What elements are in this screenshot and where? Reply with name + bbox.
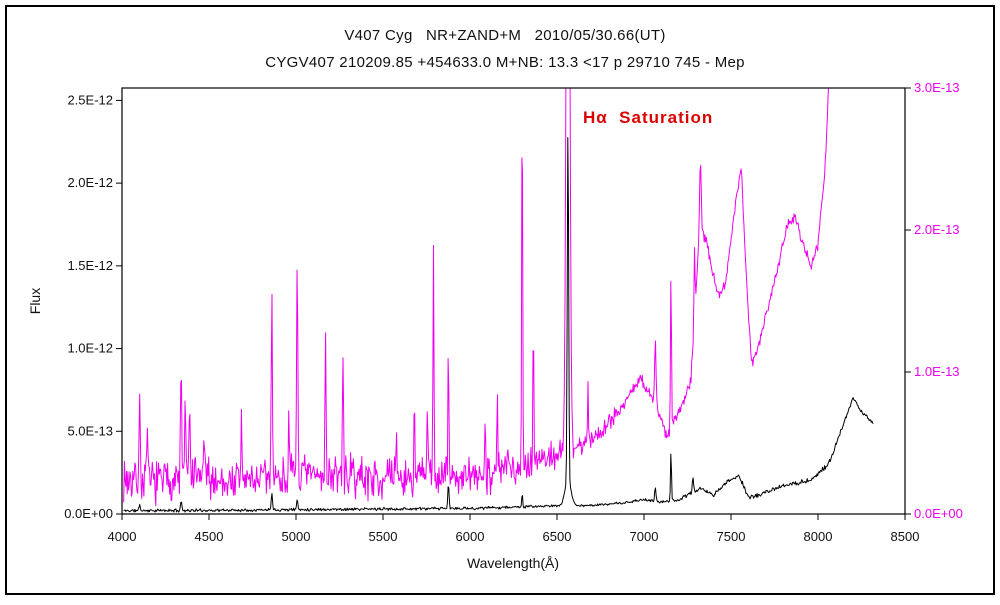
chart-title-line1: V407 Cyg NR+ZAND+M 2010/05/30.66(UT) bbox=[344, 27, 665, 44]
right-y-tick-label: 1.0E-13 bbox=[914, 364, 960, 379]
x-tick-label: 5000 bbox=[282, 529, 311, 544]
right-y-tick-label: 0.0E+00 bbox=[914, 506, 963, 521]
left-y-tick-label: 1.5E-12 bbox=[67, 258, 113, 273]
x-tick-label: 7500 bbox=[717, 529, 746, 544]
right-y-tick-label: 2.0E-13 bbox=[914, 222, 960, 237]
x-axis-label: Wavelength(Å) bbox=[467, 555, 559, 571]
x-tick-label: 5500 bbox=[369, 529, 398, 544]
x-tick-label: 8500 bbox=[891, 529, 920, 544]
left-y-tick-label: 0.0E+00 bbox=[64, 506, 113, 521]
x-tick-label: 6000 bbox=[456, 529, 485, 544]
x-tick-label: 8000 bbox=[804, 529, 833, 544]
x-tick-label: 4000 bbox=[108, 529, 137, 544]
left-y-tick-label: 1.0E-12 bbox=[67, 341, 113, 356]
magenta-spectrum-line bbox=[123, 88, 829, 507]
spectra-series bbox=[123, 88, 874, 513]
left-y-tick-label: 2.5E-12 bbox=[67, 92, 113, 107]
black-spectrum-line bbox=[123, 137, 874, 513]
figure-border bbox=[5, 5, 995, 595]
plot-frame bbox=[121, 87, 906, 515]
x-tick-label: 4500 bbox=[195, 529, 224, 544]
left-y-tick-label: 2.0E-12 bbox=[67, 175, 113, 190]
right-y-tick-label: 3.0E-13 bbox=[914, 80, 960, 95]
chart-title-line2: CYGV407 210209.85 +454633.0 M+NB: 13.3 <… bbox=[265, 54, 745, 71]
y-axis-label: Flux bbox=[27, 288, 43, 314]
x-tick-label: 6500 bbox=[543, 529, 572, 544]
axis-ticks: 4000 4500 5000 5500 6000 6500 7000 7500 8000 8500… bbox=[64, 80, 963, 544]
halpha-saturation-annotation: Hα Saturation bbox=[583, 108, 713, 127]
x-tick-label: 7000 bbox=[630, 529, 659, 544]
left-y-tick-label: 5.0E-13 bbox=[67, 423, 113, 438]
